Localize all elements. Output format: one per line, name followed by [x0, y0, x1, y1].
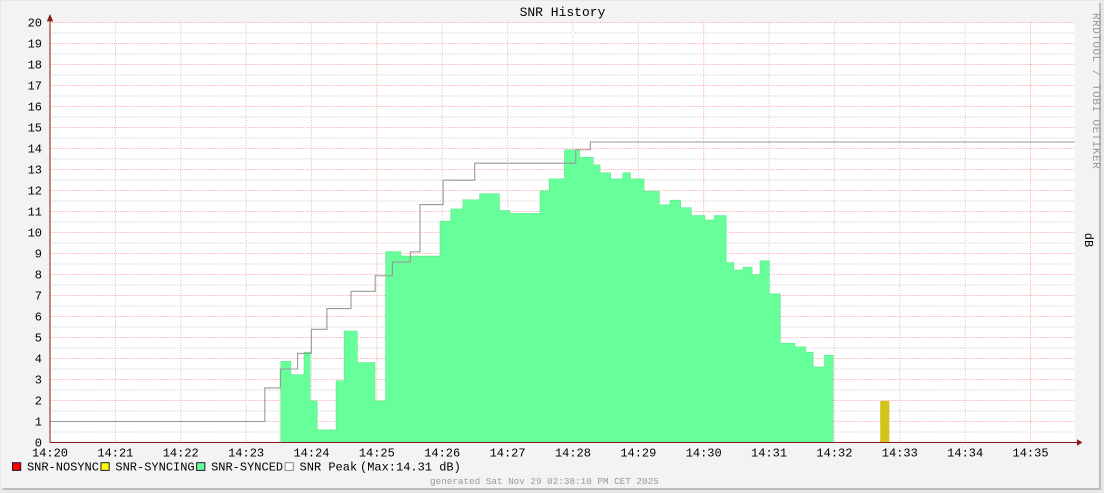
svg-text:14:26: 14:26 [424, 447, 460, 461]
svg-text:14:34: 14:34 [947, 447, 983, 461]
svg-text:15: 15 [28, 122, 42, 136]
svg-text:14:20: 14:20 [32, 447, 68, 461]
svg-text:14:23: 14:23 [228, 447, 264, 461]
svg-text:SNR-SYNCED: SNR-SYNCED [211, 461, 283, 475]
svg-text:7: 7 [35, 290, 42, 304]
svg-text:generated Sat Nov 29 02:38:10: generated Sat Nov 29 02:38:10 PM CET 202… [430, 476, 659, 487]
svg-text:11: 11 [28, 206, 42, 220]
svg-text:14:27: 14:27 [490, 447, 526, 461]
svg-text:3: 3 [35, 374, 42, 388]
svg-text:2: 2 [35, 395, 42, 409]
svg-text:14:22: 14:22 [163, 447, 199, 461]
svg-text:14:31: 14:31 [751, 447, 787, 461]
svg-text:(Max:14.31 dB): (Max:14.31 dB) [360, 461, 461, 475]
svg-text:SNR History: SNR History [520, 5, 606, 20]
svg-text:dB: dB [1081, 233, 1095, 247]
svg-text:8: 8 [35, 269, 42, 283]
svg-text:19: 19 [28, 38, 42, 52]
svg-text:10: 10 [28, 227, 42, 241]
svg-text:14:32: 14:32 [816, 447, 852, 461]
svg-text:SNR Peak: SNR Peak [300, 461, 358, 475]
svg-text:16: 16 [28, 101, 42, 115]
svg-text:14:33: 14:33 [882, 447, 918, 461]
svg-text:17: 17 [28, 80, 42, 94]
svg-text:14:29: 14:29 [620, 447, 656, 461]
svg-text:20: 20 [28, 17, 42, 31]
svg-text:18: 18 [28, 59, 42, 73]
svg-text:1: 1 [35, 416, 42, 430]
svg-text:RRDTOOL / TOBI OETIKER: RRDTOOL / TOBI OETIKER [1089, 13, 1101, 169]
svg-text:9: 9 [35, 248, 42, 262]
svg-text:14:25: 14:25 [359, 447, 395, 461]
svg-text:14:28: 14:28 [555, 447, 591, 461]
svg-text:14:30: 14:30 [686, 447, 722, 461]
svg-text:SNR-NOSYNC: SNR-NOSYNC [27, 461, 99, 475]
svg-text:SNR-SYNCING: SNR-SYNCING [115, 461, 194, 475]
svg-text:4: 4 [35, 353, 42, 367]
svg-text:14:24: 14:24 [293, 447, 329, 461]
svg-text:13: 13 [28, 164, 42, 178]
svg-text:5: 5 [35, 332, 42, 346]
svg-text:14:21: 14:21 [97, 447, 133, 461]
svg-text:6: 6 [35, 311, 42, 325]
svg-text:14: 14 [28, 143, 42, 157]
svg-text:14:35: 14:35 [1013, 447, 1049, 461]
svg-text:12: 12 [28, 185, 42, 199]
